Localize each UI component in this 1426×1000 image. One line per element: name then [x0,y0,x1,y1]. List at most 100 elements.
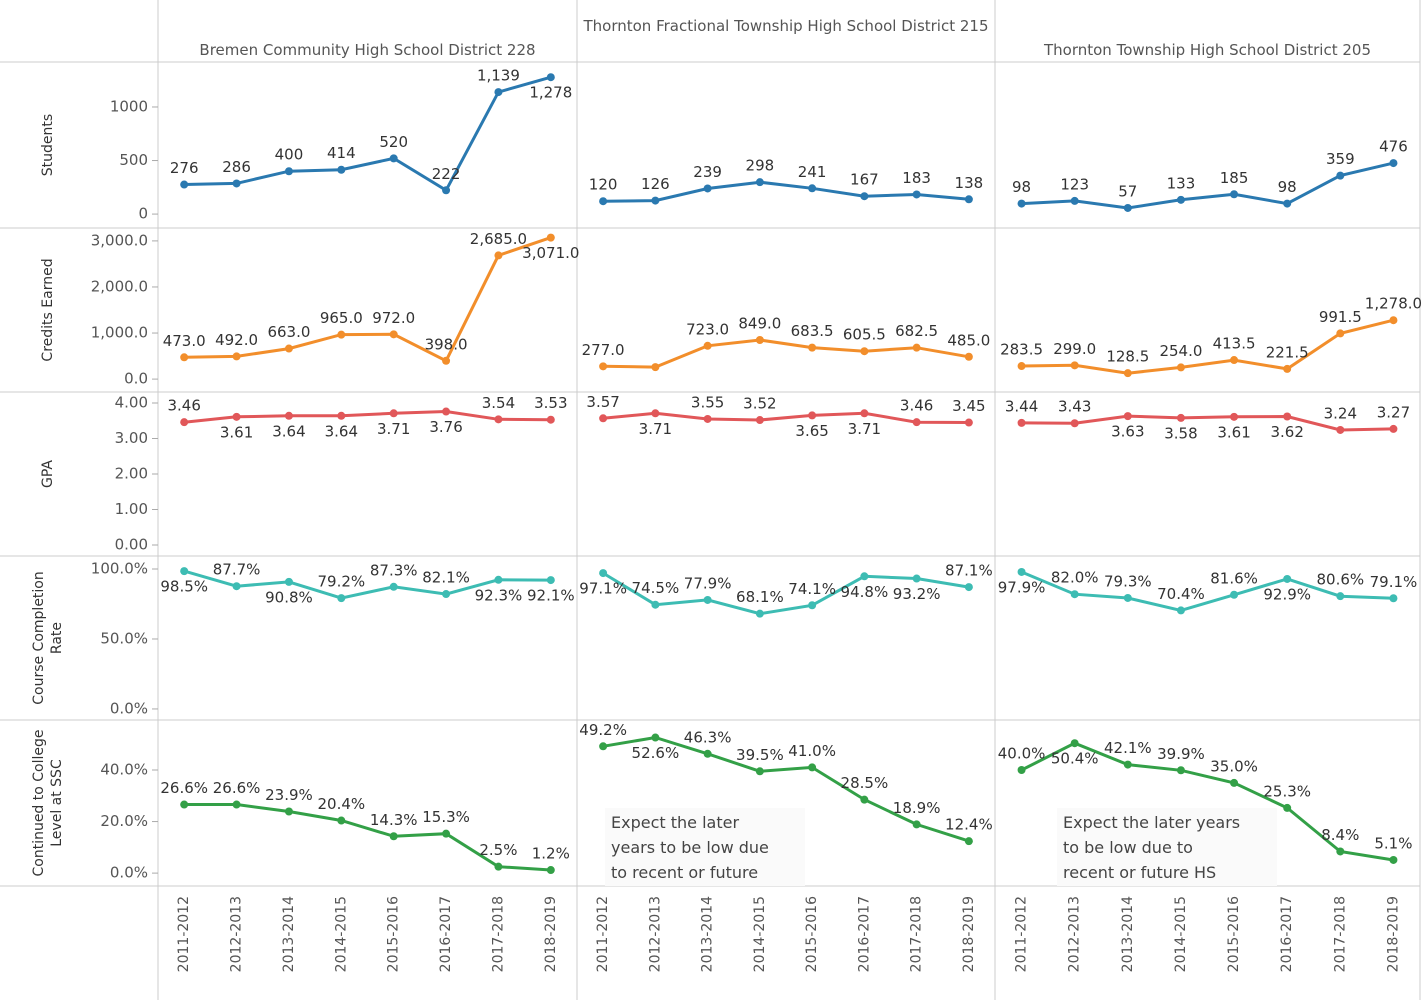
data-label: 3.45 [952,397,985,415]
data-label: 239 [693,163,722,181]
row-label: Students [40,113,56,177]
data-label: 46.3% [684,728,732,746]
data-label: 70.4% [1157,585,1205,603]
data-label: 1,278.0 [1365,295,1422,313]
y-tick-label: 0.0% [110,864,148,882]
panel: 277.0 723.0 849.0 683.5 605.5 682.5 485.0 [582,314,990,372]
data-label: 400 [275,146,304,164]
data-label: 87.3% [370,561,418,579]
data-label: 3.46 [167,397,200,415]
point [494,415,503,424]
point [442,407,451,416]
point [1017,766,1026,775]
x-tick-label: 2017-2018 [1332,896,1348,972]
data-label: 15.3% [422,808,470,826]
point [912,190,921,199]
x-tick-label: 2014-2015 [1173,896,1189,972]
point [860,572,869,581]
data-label: 41.0% [788,742,836,760]
point [284,344,293,353]
data-label: 3.27 [1377,403,1410,421]
data-label: 167 [850,171,879,189]
line [602,411,969,424]
data-label: 2.5% [479,841,517,859]
line [184,75,552,193]
data-label: 3.52 [743,395,776,413]
data-label: 25.3% [1263,782,1311,800]
point [232,412,241,421]
data-label: 92.9% [1263,585,1311,603]
point [337,330,346,339]
data-label: 3.64 [325,422,358,440]
data-label: 991.5 [1319,308,1362,326]
data-label: 14.3% [370,811,418,829]
data-label: 3.57 [586,393,619,411]
row-label: Continued to College Level at SSC [31,729,65,877]
data-label: 3.71 [639,420,672,438]
data-label: 98 [1278,178,1297,196]
y-tick-label: 500 [119,151,148,169]
point [232,582,241,591]
point [1230,412,1239,421]
line [1021,414,1394,432]
point [1017,418,1026,427]
point [703,749,712,758]
y-tick-label: 40.0% [100,761,148,779]
data-label: 1.2% [532,845,570,863]
point [232,352,241,361]
point [546,233,555,242]
data-label: 221.5 [1266,343,1309,361]
line [1021,161,1394,210]
y-tick-label: 0.0% [110,699,148,717]
data-label: 26.6% [160,779,208,797]
point [232,179,241,188]
data-label: 3.46 [900,397,933,415]
point [860,795,869,804]
data-label: 3.43 [1058,398,1091,416]
column-header: Thornton Township High School District 2… [1043,41,1372,59]
data-label: 90.8% [265,588,313,606]
x-tick-label: 2011-2012 [595,896,611,972]
x-tick-label: 2011-2012 [176,896,192,972]
point [1389,159,1398,168]
point [703,595,712,604]
data-label: 3.76 [429,418,462,436]
point [232,800,241,809]
point [808,343,817,352]
point [1176,606,1185,615]
point [337,816,346,825]
point [180,418,189,427]
row-label: Course Completion Rate [31,571,65,705]
point [755,178,764,187]
data-label: 39.9% [1157,745,1205,763]
data-label: 3,071.0 [522,244,579,262]
point [546,415,555,424]
data-label: 298 [746,157,775,175]
point [1123,412,1132,421]
data-label: 683.5 [791,322,834,340]
panel: 276 286 400 414 520 222 1,139 1,278 [170,67,572,195]
point [442,356,451,365]
point [912,820,921,829]
point [1230,356,1239,365]
panel: 49.2% 52.6%46.3%39.5% 41.0% 28.5%18.9%12.4% [579,721,993,846]
data-label: 3.64 [272,422,305,440]
point [1123,593,1132,602]
point [703,341,712,350]
data-label: 42.1% [1104,739,1152,757]
point [1070,361,1079,370]
y-tick-label: 3,000.0 [91,231,148,249]
data-label: 50.4% [1051,750,1099,768]
data-label: 97.9% [998,578,1046,596]
data-label: 605.5 [843,326,886,344]
point [1070,196,1079,205]
x-tick-label: 2016-2017 [856,896,872,972]
data-label: 3.71 [848,420,881,438]
point [808,411,817,420]
y-tick-label: 0.0 [124,370,148,388]
data-label: 682.5 [895,322,938,340]
data-label: 413.5 [1213,335,1256,353]
point [494,251,503,260]
data-label: 183 [902,169,931,187]
x-tick-label: 2012-2013 [1067,896,1083,972]
